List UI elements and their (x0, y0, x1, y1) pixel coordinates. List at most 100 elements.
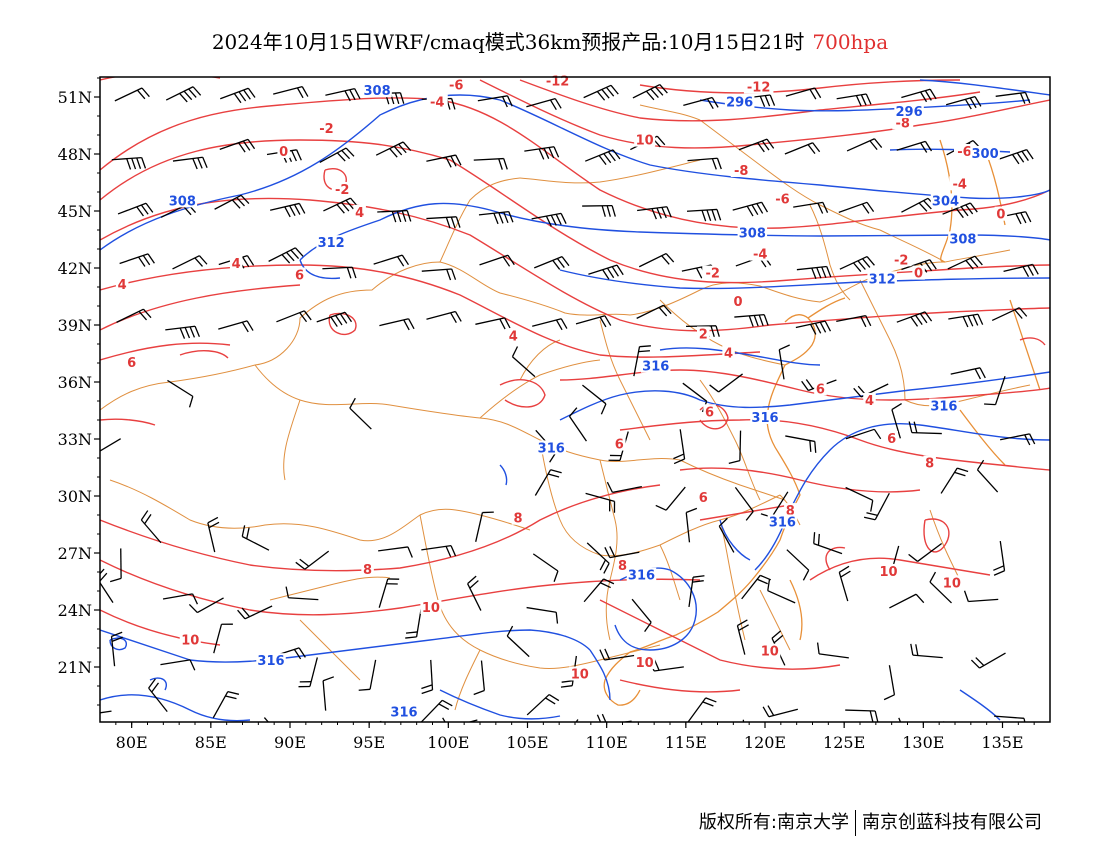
wind-barb (421, 544, 457, 558)
wind-barb (526, 606, 559, 624)
contour-label: -12 (747, 80, 771, 95)
copyright-footer: 版权所有:南京大学 南京创蓝科技有限公司 (699, 808, 1042, 836)
wind-barb (162, 593, 199, 605)
contour-label: 6 (295, 269, 304, 284)
wind-barb (531, 212, 567, 227)
wind-barb (585, 149, 621, 166)
contour-label: 8 (363, 563, 372, 578)
wind-barb (214, 194, 250, 210)
contour-label: 0 (734, 295, 743, 310)
wind-barb (379, 318, 415, 331)
wind-barb (683, 96, 719, 109)
contour-label: 316 (769, 516, 796, 531)
wind-barb (421, 659, 434, 695)
wind-barb (908, 421, 942, 435)
wind-barb (998, 148, 1034, 165)
wind-barb (526, 97, 562, 111)
wind-barb (991, 307, 1028, 322)
lon-label: 115E (665, 733, 707, 752)
contour-label: -4 (430, 96, 444, 111)
contour-label: -8 (734, 164, 748, 179)
wind-barb (241, 525, 270, 551)
wind-barb (378, 578, 400, 608)
wind-barb (599, 648, 635, 661)
contour-label: -6 (775, 193, 789, 208)
wind-barb (475, 511, 494, 542)
wind-barb (762, 705, 798, 718)
wind-barb (736, 619, 749, 655)
temperature-contours (100, 77, 1050, 693)
wind-barb (506, 625, 530, 658)
contour-label-bg (949, 176, 971, 191)
wind-barb (575, 315, 612, 328)
contour-label-bg (994, 206, 1008, 221)
wind-barb (111, 156, 147, 170)
wind-barb (375, 141, 412, 158)
wind-barb (322, 266, 357, 279)
wind-barb (323, 197, 359, 214)
wind-barb (896, 140, 933, 153)
wind-barb (984, 375, 1006, 406)
wind-barb (534, 469, 562, 496)
contour-label-bg (730, 163, 752, 177)
wind-barb (891, 403, 902, 439)
lon-axis: 80E 85E 90E 95E 100E 105E 110E 115E 120E 125E 130E… (115, 722, 1035, 752)
wind-barb (268, 247, 304, 264)
contour-label: 6 (816, 383, 825, 398)
contour-label-bg (420, 600, 442, 614)
wind-barb (836, 93, 872, 107)
contour-label: 316 (538, 441, 565, 456)
contour-label: -4 (753, 248, 767, 263)
wind-barb (100, 438, 122, 452)
contour-label: 4 (118, 278, 127, 293)
wind-barb (212, 690, 240, 719)
wind-barb (273, 85, 309, 99)
wind-barb (901, 259, 937, 273)
wind-barb (687, 697, 717, 722)
lon-label: 130E (902, 733, 944, 752)
wind-barb (778, 344, 790, 380)
wind-barb (426, 310, 462, 323)
wind-barb (479, 254, 515, 267)
wind-barb (585, 492, 616, 513)
contour-label: 4 (355, 206, 364, 221)
contour-label-bg (256, 653, 286, 668)
contour-label: 296 (726, 96, 753, 111)
contour-label-bg (331, 182, 353, 196)
wind-barb (632, 83, 668, 101)
wind-barb (889, 593, 925, 609)
wind-barb (734, 486, 754, 521)
wind-barb (734, 314, 769, 327)
contour-label: 4 (865, 394, 874, 409)
wind-barb (117, 202, 154, 217)
wind-barb (636, 304, 672, 319)
wind-barb (172, 255, 208, 270)
wind-barb (373, 254, 409, 267)
wind-barb (685, 507, 698, 543)
wind-barb (994, 715, 1026, 722)
lon-label: 80E (116, 733, 148, 752)
wind-barb (588, 264, 624, 280)
contour-label: 316 (751, 411, 778, 426)
wind-barb (638, 252, 675, 268)
contour-label-bg (892, 115, 914, 130)
contour-label-bg (353, 204, 366, 219)
contour-label-bg (362, 83, 392, 98)
contour-label: 6 (887, 432, 896, 447)
lon-label: 125E (823, 733, 865, 752)
lat-label: 48N (58, 145, 92, 164)
wind-barb (478, 211, 514, 225)
contour-label: -12 (546, 75, 570, 90)
contour-label-bg (731, 294, 745, 309)
contour-label: 10 (943, 576, 961, 591)
wind-barb (839, 255, 875, 273)
contour-label: 8 (513, 512, 522, 527)
wind-barb (100, 568, 114, 604)
wind-barb (786, 549, 810, 581)
contour-label: 304 (932, 194, 959, 209)
wind-barb (426, 216, 461, 229)
wind-barb (582, 384, 607, 415)
contour-label-bg (941, 575, 963, 590)
wind-barb (110, 631, 123, 667)
